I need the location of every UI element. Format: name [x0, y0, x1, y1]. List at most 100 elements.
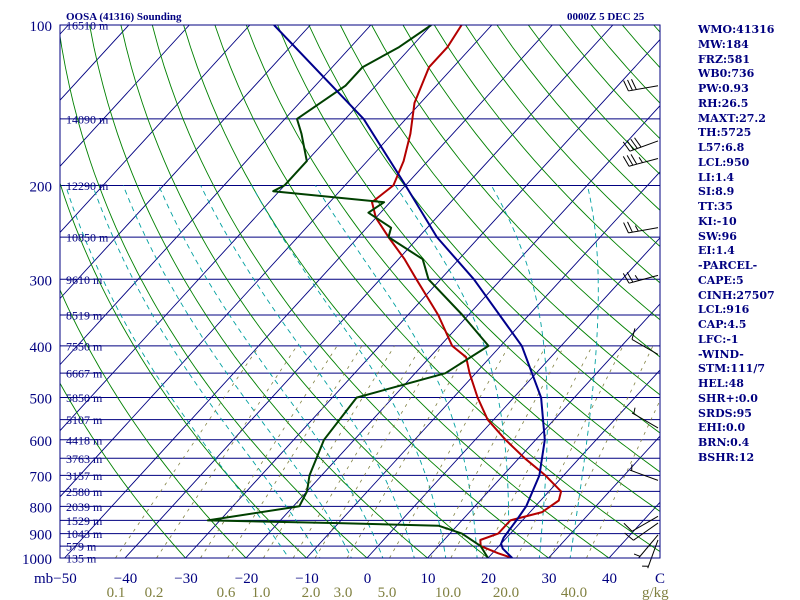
height-label: 5107 m — [66, 413, 103, 427]
moist-adiabat-lines — [65, 185, 599, 558]
isotherm--50 — [64, 25, 553, 558]
wind-barb — [642, 539, 659, 569]
moist-adiabat — [158, 185, 384, 558]
index-line: LCL:916 — [698, 303, 750, 317]
temperature-tick-label: −10 — [295, 571, 318, 587]
dry-adiabat — [89, 25, 429, 558]
height-label: 2039 m — [66, 500, 103, 514]
barb-full — [631, 79, 637, 90]
isotherm--100 — [60, 25, 251, 234]
index-line: KI:-10 — [698, 214, 737, 228]
mixing-ratio-unit: g/kg — [642, 585, 669, 600]
index-line: TH:5725 — [698, 126, 752, 140]
mixing-ratio-label: 40.0 — [561, 585, 587, 600]
moist-adiabat — [251, 185, 447, 558]
dry-adiabat — [60, 33, 368, 558]
index-line: LCL:950 — [698, 155, 750, 169]
barb-half — [634, 225, 639, 232]
index-line: CAP:4.5 — [698, 318, 747, 331]
height-label: 4418 m — [66, 433, 103, 447]
barb-half — [633, 553, 641, 557]
pressure-tick-label: 100 — [30, 19, 53, 35]
dry-adiabat — [402, 25, 660, 321]
index-line: -PARCEL- — [698, 259, 758, 272]
index-line: SHR+:0.0 — [698, 391, 758, 405]
isotherm-10 — [427, 303, 660, 558]
isotherm--120 — [60, 25, 130, 101]
indices-panel: WMO:41316 MW:184 FRZ:581 WB0:736 PW:0.93 RH:2… — [698, 23, 800, 466]
dry-adiabat — [214, 25, 660, 553]
mixing-ratio-0.4 — [200, 345, 338, 558]
dry-adiabat — [433, 25, 660, 284]
dry-adiabat — [151, 25, 550, 558]
barb-half — [633, 407, 636, 414]
barb-full — [627, 221, 633, 233]
index-line: MAXT:27.2 — [698, 111, 766, 125]
isotherm-20 — [487, 369, 660, 558]
isotherm--20 — [245, 105, 660, 558]
isotherm--110 — [60, 25, 190, 167]
dry-adiabat — [371, 25, 660, 358]
dry-adiabat-lines — [60, 25, 660, 558]
dry-adiabat — [339, 25, 660, 396]
mixing-ratio-10 — [450, 345, 565, 558]
moist-adiabat — [491, 185, 548, 558]
moist-adiabat — [569, 185, 599, 558]
mixing-ratio-label: 0.2 — [145, 585, 164, 600]
wind-barb — [631, 328, 659, 355]
barb-full — [631, 328, 636, 340]
temperature-trace — [371, 25, 563, 558]
isotherm--10 — [306, 171, 660, 558]
barb-full — [627, 79, 633, 91]
barb-full — [624, 532, 634, 541]
index-line: EHI:0.0 — [698, 421, 746, 435]
barb-staff — [631, 412, 659, 429]
mixing-ratio-1.5 — [292, 345, 422, 558]
mixing-ratio-0.2 — [156, 345, 298, 558]
pressure-tick-label: 300 — [30, 273, 53, 289]
index-line: LI:1.4 — [698, 170, 735, 184]
mixing-ratio-label: 1.0 — [252, 585, 271, 600]
mixing-ratio-0.6 — [227, 345, 363, 558]
dry-adiabat — [465, 25, 660, 248]
temperature-tick-label: −30 — [174, 571, 197, 587]
pressure-tick-label: 700 — [30, 469, 53, 485]
moist-adiabat — [122, 185, 352, 558]
height-label: 6667 m — [66, 367, 103, 381]
barb-staff — [629, 469, 659, 481]
dry-adiabat — [60, 288, 247, 558]
temperature-tick-label: 10 — [421, 571, 436, 587]
barb-full — [630, 138, 638, 149]
isotherm-lines — [60, 25, 660, 558]
barb-staff — [628, 85, 659, 92]
barb-staff — [628, 157, 659, 167]
isotherm--60 — [60, 25, 493, 498]
wind-barb — [623, 79, 659, 92]
dry-adiabat — [120, 25, 489, 558]
isobar-lines — [60, 24, 660, 559]
sounding-traces — [206, 25, 563, 558]
parcel-trace — [273, 25, 546, 558]
index-line: PW:0.93 — [698, 82, 749, 95]
isotherm-0 — [366, 237, 660, 558]
barb-full — [634, 137, 642, 148]
dry-adiabat — [183, 25, 610, 558]
index-line: STM:111/7 — [698, 362, 765, 376]
mixing-ratio-8 — [430, 345, 547, 558]
pressure-tick-label: 400 — [30, 340, 53, 356]
index-line: BSHR:12 — [698, 450, 755, 464]
index-line: WMO:41316 — [698, 23, 775, 36]
temperature-tick-label: −50 — [53, 571, 76, 587]
height-label: 9610 m — [66, 273, 103, 287]
dry-adiabat — [60, 382, 187, 558]
index-line: RH:26.5 — [698, 96, 749, 110]
mixing-ratio-label: 0.6 — [217, 585, 236, 600]
isotherm-30 — [548, 435, 660, 558]
barb-staff — [628, 227, 659, 234]
mixing-ratio-lines — [115, 345, 660, 558]
height-label: 12290 m — [66, 179, 109, 193]
moist-adiabat — [394, 185, 510, 558]
index-line: TT:35 — [698, 200, 733, 213]
barb-full — [623, 222, 629, 234]
